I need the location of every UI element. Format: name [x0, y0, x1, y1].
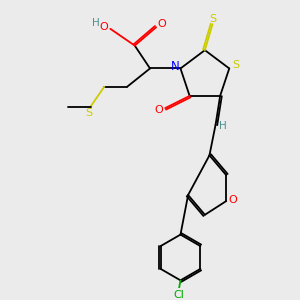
- Text: N: N: [171, 60, 179, 74]
- Text: O: O: [154, 105, 163, 115]
- Text: S: S: [209, 14, 217, 24]
- Text: Cl: Cl: [173, 290, 184, 300]
- Text: H: H: [219, 122, 227, 131]
- Text: H: H: [92, 18, 100, 28]
- Text: O: O: [99, 22, 108, 32]
- Text: O: O: [158, 19, 167, 29]
- Text: S: S: [85, 108, 93, 118]
- Text: O: O: [229, 194, 237, 205]
- Text: S: S: [232, 60, 239, 70]
